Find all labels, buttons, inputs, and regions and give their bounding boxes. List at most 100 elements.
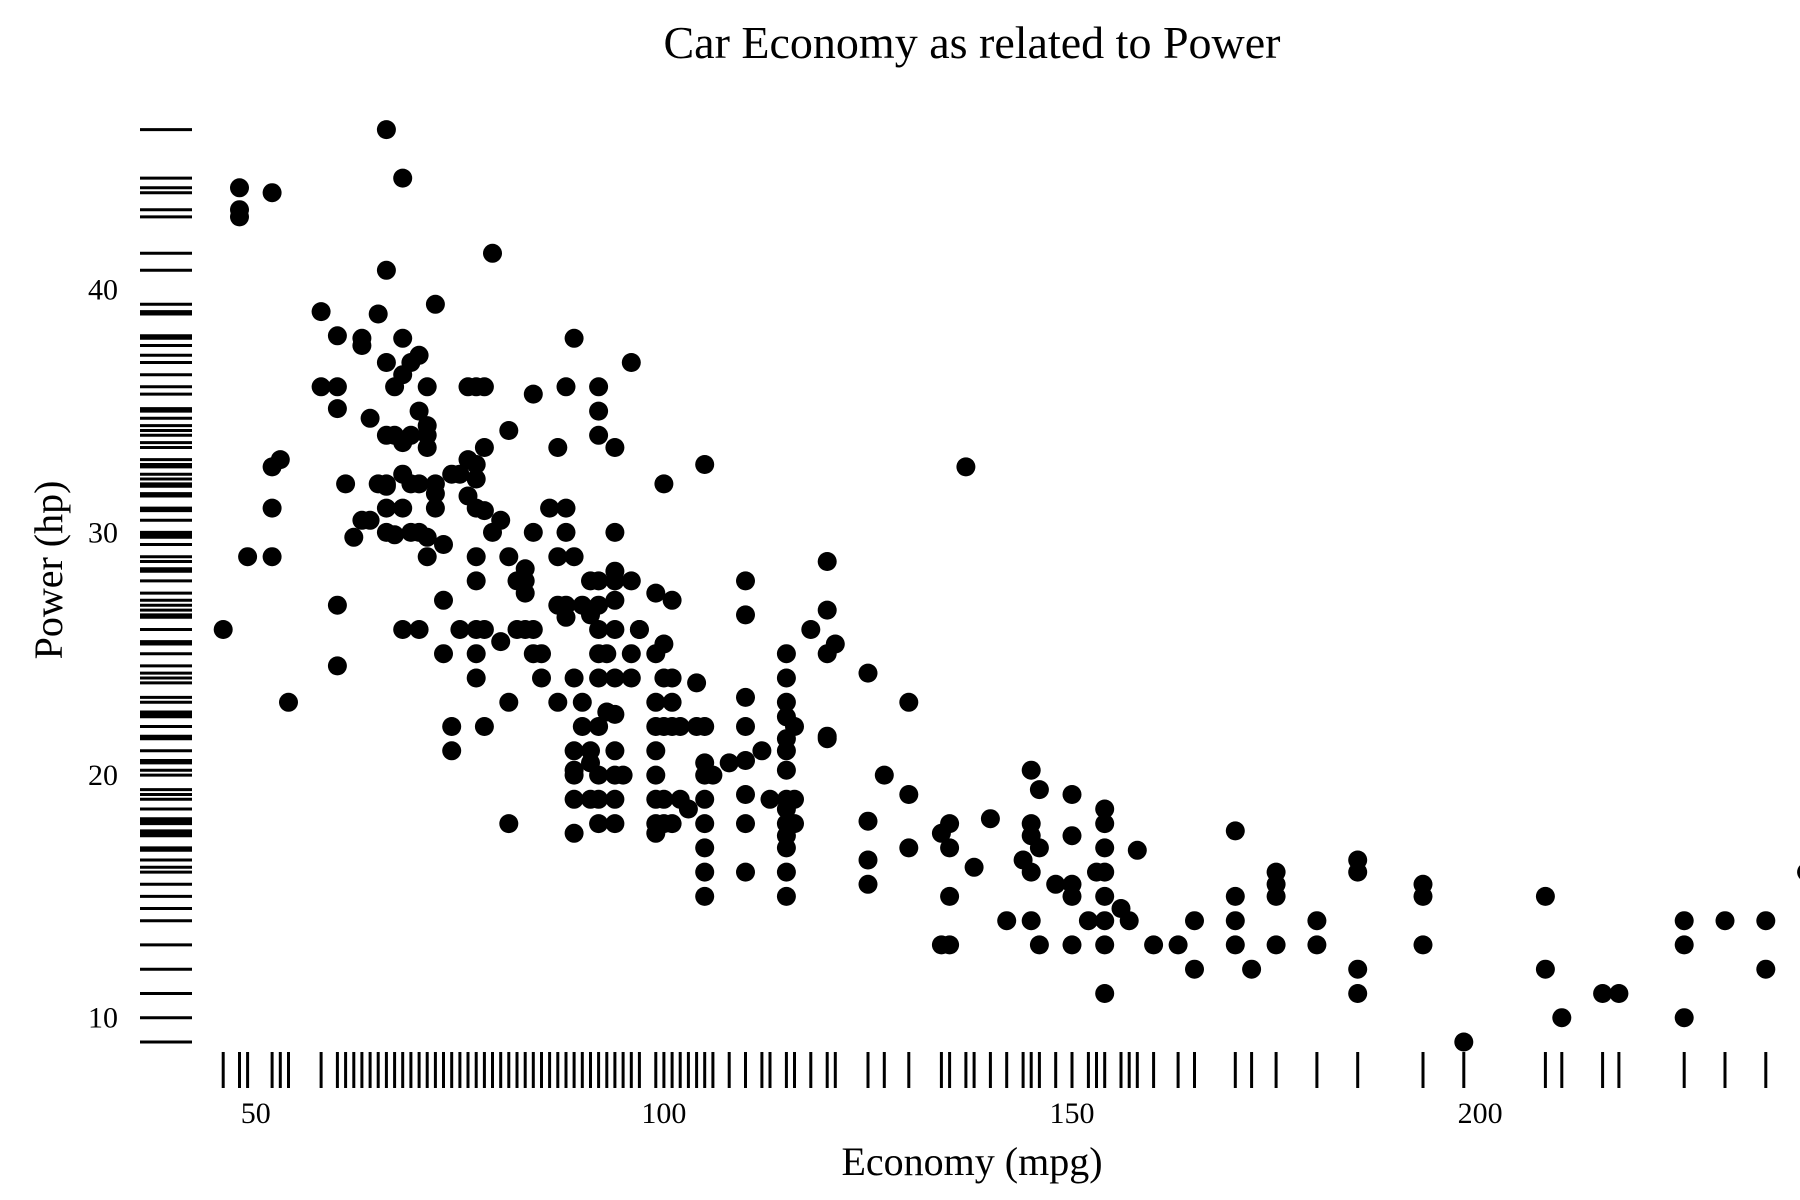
- x-tick-label: 100: [641, 1097, 686, 1130]
- data-point: [466, 455, 486, 474]
- data-point: [1225, 886, 1245, 906]
- data-point: [817, 552, 837, 571]
- data-point: [613, 765, 633, 785]
- data-point: [532, 668, 551, 688]
- data-point: [466, 469, 486, 489]
- data-point: [409, 345, 429, 365]
- data-point: [629, 620, 649, 639]
- data-point: [564, 741, 584, 761]
- data-point: [980, 809, 1000, 829]
- data-point: [695, 886, 715, 906]
- data-point: [654, 634, 674, 654]
- data-point: [327, 595, 347, 615]
- data-point: [425, 294, 445, 314]
- data-point: [556, 522, 576, 542]
- data-point: [605, 522, 625, 542]
- data-point: [499, 814, 519, 834]
- data-point: [776, 760, 796, 780]
- data-point: [736, 814, 755, 834]
- data-point: [654, 474, 674, 494]
- x-rug-marks: [221, 1052, 1768, 1088]
- data-point: [940, 814, 960, 834]
- data-point: [1021, 760, 1041, 780]
- data-point: [605, 668, 625, 688]
- data-point: [776, 668, 796, 688]
- data-point: [532, 644, 551, 664]
- data-point: [540, 498, 560, 518]
- data-point: [997, 911, 1017, 931]
- data-point: [1095, 886, 1115, 906]
- data-point: [964, 857, 984, 877]
- data-point: [564, 760, 584, 780]
- x-tick-labels: 50 100 150 200: [241, 1097, 1503, 1130]
- data-point: [262, 498, 282, 518]
- data-point: [785, 789, 804, 809]
- data-point: [621, 571, 641, 591]
- data-point: [899, 838, 919, 858]
- data-point: [1266, 935, 1286, 955]
- data-point: [621, 353, 641, 372]
- data-point: [695, 789, 715, 809]
- data-point: [1029, 935, 1049, 955]
- data-point: [736, 605, 755, 625]
- data-point: [1266, 886, 1286, 906]
- data-point: [1029, 838, 1049, 858]
- data-point: [736, 751, 755, 770]
- data-point: [376, 476, 396, 496]
- data-point: [474, 620, 494, 639]
- data-point: [695, 717, 715, 736]
- data-point: [1046, 874, 1066, 894]
- data-point: [1348, 862, 1368, 882]
- data-point: [1095, 911, 1115, 931]
- data-point: [270, 450, 290, 470]
- data-point: [474, 377, 494, 397]
- data-point: [1021, 911, 1041, 931]
- x-axis-label: Economy (mpg): [841, 1139, 1102, 1184]
- data-point: [1756, 959, 1776, 979]
- data-point: [646, 583, 666, 603]
- data-point: [376, 353, 396, 372]
- data-point: [450, 620, 470, 639]
- data-point: [1242, 959, 1262, 979]
- data-point: [1185, 911, 1204, 931]
- data-point: [1307, 911, 1327, 931]
- data-point: [776, 886, 796, 906]
- data-point: [605, 571, 625, 591]
- data-point: [572, 717, 592, 736]
- data-point: [858, 663, 878, 683]
- data-point: [801, 620, 821, 639]
- data-point: [401, 425, 421, 445]
- data-point: [605, 741, 625, 761]
- data-point: [409, 401, 429, 421]
- data-point: [474, 501, 494, 521]
- data-point: [621, 644, 641, 664]
- data-point: [548, 438, 568, 457]
- data-point: [662, 814, 682, 834]
- data-point: [311, 302, 331, 322]
- data-point: [687, 673, 707, 693]
- data-point: [1454, 1032, 1474, 1052]
- data-point: [279, 692, 298, 712]
- data-point: [646, 692, 666, 712]
- data-point: [605, 704, 625, 724]
- data-point: [450, 464, 470, 484]
- data-point: [1535, 959, 1555, 979]
- data-point: [360, 408, 380, 428]
- data-point: [1535, 886, 1555, 906]
- data-point: [311, 377, 331, 397]
- data-point: [352, 336, 372, 355]
- data-point: [589, 717, 609, 736]
- data-point: [393, 498, 413, 518]
- data-point: [442, 717, 462, 736]
- data-point: [646, 765, 666, 785]
- data-point: [1029, 780, 1049, 800]
- data-point: [230, 178, 249, 198]
- data-point: [776, 838, 796, 858]
- data-point: [956, 457, 976, 477]
- y-tick-label: 40: [88, 274, 118, 307]
- data-point: [589, 377, 609, 397]
- data-point: [564, 328, 584, 348]
- data-point: [589, 401, 609, 421]
- data-point: [376, 498, 396, 518]
- data-point: [523, 620, 543, 639]
